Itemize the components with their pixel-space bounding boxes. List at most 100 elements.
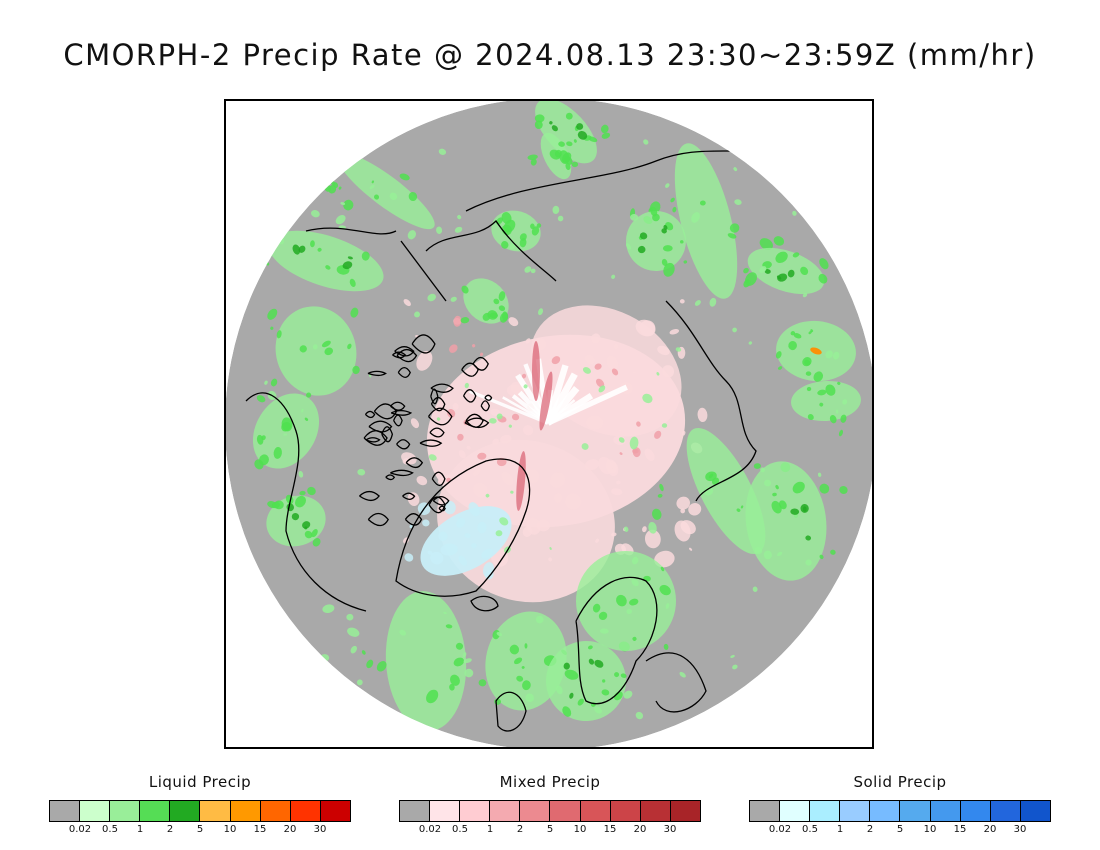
liquid-precip-speck [709, 297, 717, 307]
liquid-precip-cell [840, 414, 847, 423]
mixed-precip-cell [662, 365, 675, 378]
mixed-precip-cell [669, 329, 680, 335]
legend-ticks-liquid: 0.02 0.5 1 2 5 10 15 20 30 [49, 824, 351, 838]
liquid-precip-speck [264, 380, 268, 385]
liquid-precip-speck [760, 467, 765, 473]
legend-tick-liquid-6: 15 [253, 824, 267, 835]
mixed-precip-cell [548, 557, 553, 562]
liquid-precip-cell [536, 223, 542, 228]
solid-precip-cell [456, 517, 466, 528]
coastline-arctic-island [365, 437, 381, 443]
liquid-precip-cell [352, 365, 360, 375]
legend-swatch-liquid-5 [200, 801, 231, 821]
liquid-precip-speck [599, 628, 609, 634]
liquid-precip-cell [602, 679, 606, 683]
legend-title-mixed: Mixed Precip [499, 773, 601, 791]
liquid-precip-cell [817, 389, 827, 396]
liquid-precip-cell [455, 642, 464, 650]
liquid-precip-cell [449, 684, 455, 691]
mixed-precip-cell [410, 418, 420, 429]
mixed-precip-cell [616, 480, 621, 485]
liquid-precip-cell [775, 484, 779, 490]
legend-swatch-mixed-2 [460, 801, 491, 821]
coastline-arctic-island [405, 457, 424, 469]
legend-tick-solid-8: 30 [1013, 824, 1027, 835]
solid-precip-cell [422, 519, 430, 527]
liquid-precip-speck [694, 300, 701, 306]
mixed-precip-cell [586, 415, 604, 430]
liquid-precip-cell [501, 241, 509, 249]
liquid-precip-cell [571, 161, 579, 168]
liquid-precip-cell [616, 594, 627, 607]
coastline-eastern-siberia [425, 219, 557, 282]
liquid-precip-cell [493, 298, 500, 305]
liquid-precip-cell [788, 341, 797, 351]
polar-map [224, 99, 874, 749]
liquid-precip-cell [657, 493, 663, 498]
liquid-precip-cell [663, 643, 669, 650]
liquid-precip-speck [457, 215, 462, 220]
liquid-precip-speck [552, 205, 560, 215]
liquid-precip-speck [443, 611, 447, 614]
legend-tick-mixed-8: 30 [663, 824, 677, 835]
liquid-precip-cell [790, 331, 796, 336]
legend-tick-mixed-7: 20 [633, 824, 647, 835]
liquid-precip-speck [792, 210, 797, 216]
legend-swatch-solid-5 [900, 801, 931, 821]
solid-precip-cell [458, 555, 468, 566]
liquid-precip-cell [349, 278, 356, 288]
liquid-precip-cell [328, 185, 337, 194]
liquid-precip-speck [347, 627, 360, 637]
mixed-precip-cell [522, 425, 534, 436]
liquid-precip-cell [562, 706, 572, 717]
legend-swatch-mixed-0 [400, 801, 431, 821]
legend-swatch-mixed-3 [490, 801, 521, 821]
mixed-precip-cell [639, 320, 656, 337]
mixed-precip-moderate [594, 363, 602, 370]
solid-precip-cell [477, 521, 487, 534]
coastline-arctic-island [484, 394, 493, 401]
mixed-precip-cell [611, 532, 617, 537]
legend-swatch-mixed-1 [430, 801, 461, 821]
mixed-precip-cell [613, 343, 619, 350]
liquid-precip-cell [793, 333, 802, 339]
liquid-precip-cell [830, 549, 836, 555]
mixed-precip-moderate [611, 368, 619, 376]
liquid-precip-cell [805, 371, 812, 376]
liquid-precip-cell [771, 500, 782, 514]
liquid-precip-cell [777, 366, 783, 370]
liquid-precip-cell [304, 530, 313, 539]
coastline-greenland [395, 458, 531, 597]
liquid-precip-area [747, 247, 825, 295]
liquid-precip-speck [730, 654, 735, 658]
liquid-precip-speck [656, 372, 660, 376]
liquid-precip-cell [516, 675, 524, 682]
legend-swatch-mixed-4 [520, 801, 551, 821]
liquid-precip-cell [743, 267, 749, 274]
mixed-precip-cell [689, 547, 693, 551]
coastline-arctic-island [427, 407, 453, 426]
liquid-precip-cell [592, 603, 601, 613]
liquid-precip-speck [754, 546, 763, 555]
liquid-precip-speck [733, 167, 738, 172]
liquid-precip-cell [519, 238, 527, 248]
liquid-precip-cell [276, 330, 282, 339]
mixed-precip-cell [472, 468, 481, 477]
legend-tick-mixed-3: 2 [516, 824, 524, 835]
liquid-precip-speck [802, 293, 808, 298]
coastline-arctic-island [404, 513, 423, 526]
liquid-precip-heavy [764, 269, 771, 274]
legend-title-liquid: Liquid Precip [148, 773, 252, 791]
liquid-precip-cell [321, 340, 331, 348]
legend-tick-mixed-1: 0.5 [452, 824, 468, 835]
mixed-precip-moderate [619, 452, 623, 455]
liquid-precip-cell [299, 490, 306, 496]
liquid-precip-speck [581, 443, 589, 450]
coastline-finland [645, 652, 707, 713]
liquid-precip-cell [361, 650, 366, 655]
mixed-precip-cell [618, 429, 622, 432]
coastline-arctic-island [464, 417, 490, 429]
liquid-precip-speck [763, 550, 772, 560]
legend-swatch-liquid-3 [140, 801, 171, 821]
legend-swatch-liquid-8 [290, 801, 321, 821]
